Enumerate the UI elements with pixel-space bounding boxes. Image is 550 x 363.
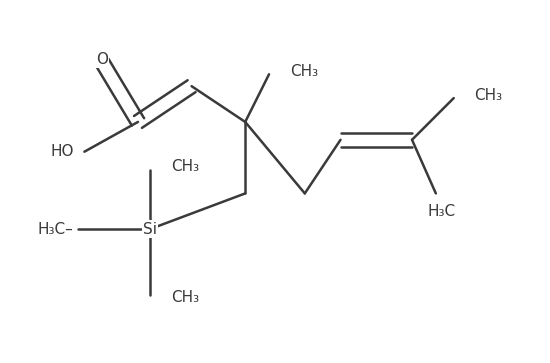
Text: CH₃: CH₃ bbox=[475, 87, 503, 103]
Text: H₃C–: H₃C– bbox=[38, 222, 74, 237]
Text: CH₃: CH₃ bbox=[170, 159, 199, 174]
Text: O: O bbox=[96, 52, 108, 67]
Text: HO: HO bbox=[50, 144, 74, 159]
Text: Si: Si bbox=[143, 222, 157, 237]
Text: H₃C: H₃C bbox=[428, 204, 456, 219]
Text: CH₃: CH₃ bbox=[170, 290, 199, 305]
Text: CH₃: CH₃ bbox=[290, 64, 318, 79]
